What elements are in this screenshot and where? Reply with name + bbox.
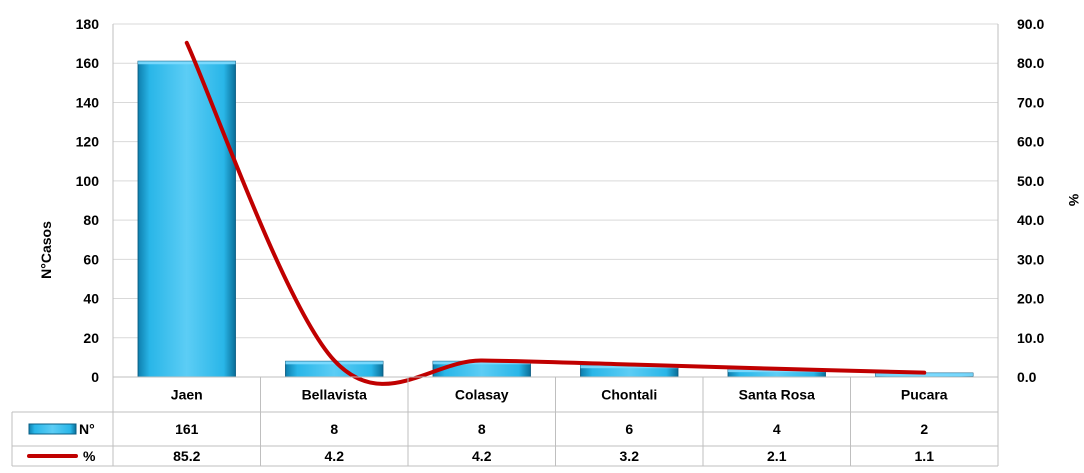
- legend-label-line: %: [83, 448, 96, 464]
- bar-top-highlight: [433, 361, 531, 365]
- y-tick-label: 120: [76, 134, 100, 150]
- y2-tick-label: 50.0: [1017, 173, 1044, 189]
- percent-line: [184, 40, 927, 386]
- bar-top-highlight: [138, 61, 236, 65]
- line-series: [184, 40, 927, 386]
- y-tick-label: 140: [76, 94, 100, 110]
- y-tick-label: 20: [83, 330, 99, 346]
- y2-axis-title: %: [1066, 194, 1082, 207]
- cell-count: 8: [330, 421, 338, 437]
- cell-count: 2: [920, 421, 928, 437]
- gridlines: [113, 23, 998, 339]
- y2-tick-label: 40.0: [1017, 212, 1044, 228]
- category-label: Jaen: [171, 387, 203, 403]
- y2-tick-label: 0.0: [1017, 369, 1037, 385]
- cell-count: 8: [478, 421, 486, 437]
- y2-tick-label: 30.0: [1017, 251, 1044, 267]
- data-table: Jaen Bellavista Colasay Chontali Santa Rosa P…: [11, 377, 999, 467]
- cell-count: 6: [625, 421, 633, 437]
- legend-key-bar: [28, 423, 77, 435]
- category-label: Pucara: [901, 387, 948, 403]
- y2-tick-label: 10.0: [1017, 330, 1044, 346]
- cell-percent: 2.1: [767, 448, 787, 464]
- legend-label-bar: N°: [79, 421, 95, 437]
- category-label: Colasay: [455, 387, 509, 403]
- y2-tick-label: 90.0: [1017, 16, 1044, 32]
- y-tick-label: 60: [83, 251, 99, 267]
- cell-count: 161: [175, 421, 199, 437]
- y2-tick-label: 70.0: [1017, 94, 1044, 110]
- bar-top-highlight: [580, 365, 678, 369]
- cell-percent: 1.1: [915, 448, 935, 464]
- cell-percent: 85.2: [173, 448, 200, 464]
- y-tick-label: 100: [76, 173, 100, 189]
- category-label: Chontali: [601, 387, 657, 403]
- cell-percent: 3.2: [620, 448, 640, 464]
- y-axis-title: N°Casos: [38, 221, 54, 279]
- y2-tick-label: 20.0: [1017, 291, 1044, 307]
- y-tick-label: 40: [83, 291, 99, 307]
- cell-count: 4: [773, 421, 781, 437]
- category-label: Santa Rosa: [739, 387, 815, 403]
- y-tick-label: 80: [83, 212, 99, 228]
- y-tick-label: 160: [76, 55, 100, 71]
- cell-percent: 4.2: [472, 448, 492, 464]
- bar-series: [137, 60, 974, 378]
- category-label: Bellavista: [302, 387, 368, 403]
- bar: [137, 60, 236, 378]
- cell-percent: 4.2: [325, 448, 345, 464]
- y-tick-label: 180: [76, 16, 100, 32]
- y-tick-label: 0: [91, 369, 99, 385]
- y2-tick-label: 80.0: [1017, 55, 1044, 71]
- y2-tick-label: 60.0: [1017, 134, 1044, 150]
